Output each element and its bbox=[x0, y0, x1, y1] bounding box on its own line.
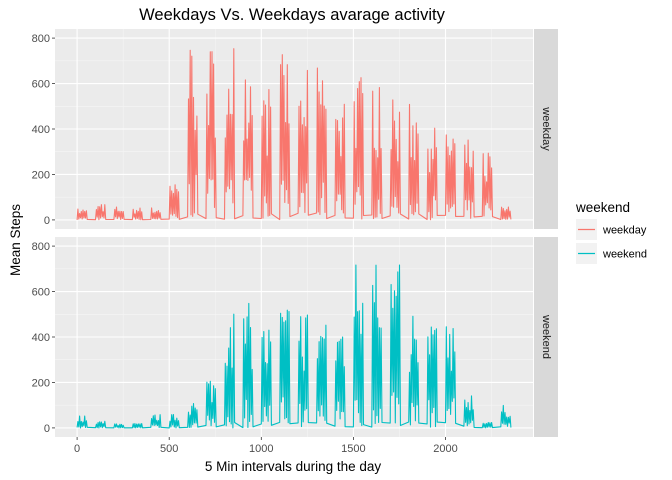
panel-weekday: 0 200 400 600 800 weekday bbox=[32, 29, 558, 229]
x-tick-label: 500 bbox=[160, 443, 178, 455]
x-tick-label: 2000 bbox=[433, 443, 457, 455]
weekday-series-line bbox=[76, 48, 512, 221]
legend: weekend weekday weekend bbox=[575, 200, 647, 264]
facet-strip-label: weekday bbox=[540, 106, 552, 151]
y-tick-label: 0 bbox=[44, 423, 50, 435]
y-tick-label: 800 bbox=[32, 33, 50, 45]
x-tick-label: 1000 bbox=[249, 443, 273, 455]
x-tick-label: 0 bbox=[74, 443, 80, 455]
chart-title: Weekdays Vs. Weekdays avarage activity bbox=[139, 6, 445, 24]
weekend-series-line bbox=[76, 264, 512, 429]
y-tick-label: 400 bbox=[32, 124, 50, 136]
y-tick-label: 600 bbox=[32, 79, 50, 91]
x-axis-title: 5 Min intervals during the day bbox=[205, 459, 382, 474]
legend-title: weekend bbox=[575, 200, 630, 215]
panel-weekend: 0 200 400 600 800 weekend bbox=[32, 237, 558, 437]
y-tick-label: 400 bbox=[32, 332, 50, 344]
facet-strip-label: weekend bbox=[540, 314, 552, 359]
x-tick-label: 1500 bbox=[341, 443, 365, 455]
y-tick-label: 800 bbox=[32, 241, 50, 253]
y-tick-label: 200 bbox=[32, 169, 50, 181]
weekday-legend-label: weekday bbox=[602, 225, 647, 237]
x-axis: 0 500 1000 1500 2000 bbox=[74, 437, 458, 455]
y-axis-title: Mean Steps bbox=[8, 204, 23, 276]
y-tick-label: 600 bbox=[32, 287, 50, 299]
facet-strip bbox=[534, 29, 558, 229]
y-tick-label: 200 bbox=[32, 377, 50, 389]
y-tick-label: 0 bbox=[44, 215, 50, 227]
weekend-legend-label: weekend bbox=[602, 249, 647, 261]
facet-strip bbox=[534, 237, 558, 437]
